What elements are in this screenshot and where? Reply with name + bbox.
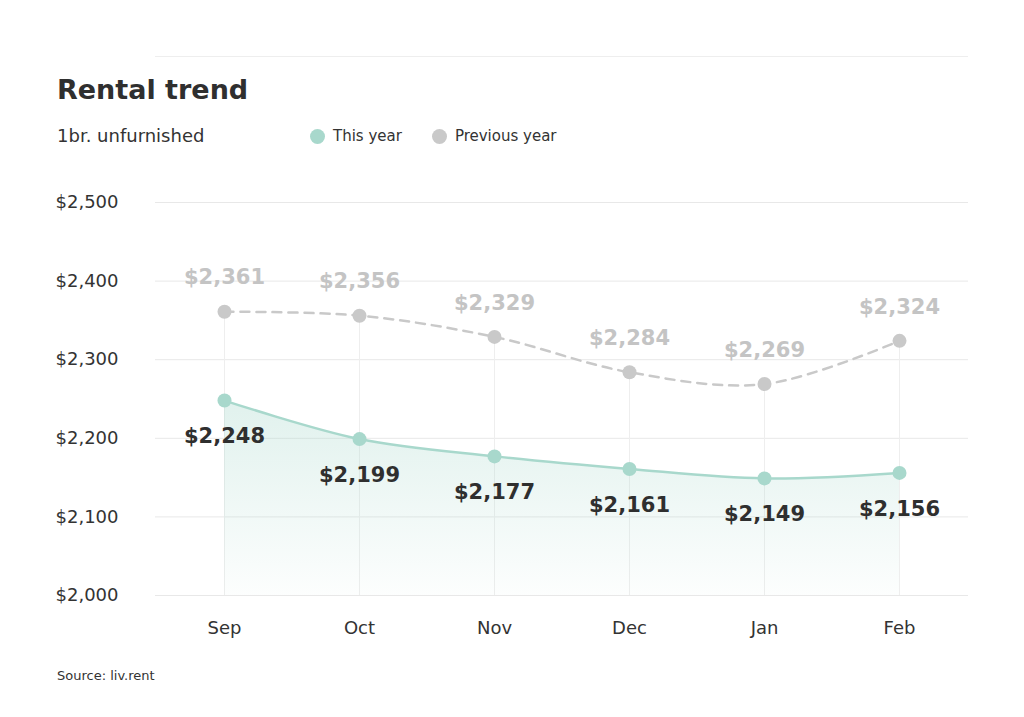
html-text:Previous year: Previous year bbox=[454, 127, 557, 145]
svg-text:$2,400: $2,400 bbox=[56, 270, 119, 291]
svg-text:Sep: Sep bbox=[208, 617, 242, 638]
svg-text:$2,329: $2,329 bbox=[454, 291, 535, 315]
svg-text:$2,324: $2,324 bbox=[859, 295, 940, 319]
svg-text:$2,199: $2,199 bbox=[319, 463, 400, 487]
svg-text:$2,177: $2,177 bbox=[454, 480, 535, 504]
html-text:Source: liv.rent: Source: liv.rent bbox=[57, 668, 155, 683]
svg-text:$2,269: $2,269 bbox=[724, 338, 805, 362]
html-text:This year: This year bbox=[333, 127, 402, 145]
svg-text:Jan: Jan bbox=[750, 617, 779, 638]
svg-text:Feb: Feb bbox=[884, 617, 916, 638]
svg-text:$2,000: $2,000 bbox=[56, 584, 119, 605]
svg-text:$2,156: $2,156 bbox=[859, 497, 940, 521]
svg-text:$2,161: $2,161 bbox=[589, 493, 670, 517]
svg-text:$2,300: $2,300 bbox=[56, 348, 119, 369]
html-text:1br. unfurnished: 1br. unfurnished bbox=[57, 125, 205, 146]
svg-text:$2,248: $2,248 bbox=[184, 424, 265, 448]
svg-text:$2,200: $2,200 bbox=[56, 427, 119, 448]
svg-text:$2,100: $2,100 bbox=[56, 506, 119, 527]
svg-text:$2,500: $2,500 bbox=[56, 191, 119, 212]
svg-text:$2,356: $2,356 bbox=[319, 269, 400, 293]
svg-text:$2,361: $2,361 bbox=[184, 265, 265, 289]
svg-text:$2,284: $2,284 bbox=[589, 326, 670, 350]
svg-text:Nov: Nov bbox=[477, 617, 512, 638]
html-text:Rental trend: Rental trend bbox=[57, 74, 249, 105]
svg-text:Oct: Oct bbox=[344, 617, 375, 638]
svg-text:$2,149: $2,149 bbox=[724, 502, 805, 526]
svg-text:Dec: Dec bbox=[612, 617, 647, 638]
